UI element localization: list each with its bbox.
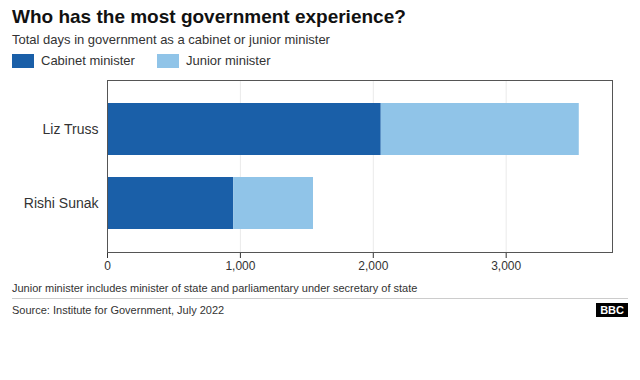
html-text:Junior minister: Junior minister <box>185 53 271 68</box>
svg-text:3,000: 3,000 <box>491 259 521 273</box>
svg-text:2,000: 2,000 <box>358 259 388 273</box>
svg-text:Rishi Sunak: Rishi Sunak <box>24 195 100 211</box>
svg-text:0: 0 <box>104 259 111 273</box>
html-text:Junior minister includes minis: Junior minister includes minister of sta… <box>12 282 418 294</box>
svg-text:1,000: 1,000 <box>225 259 255 273</box>
html-text:Who has the most government ex: Who has the most government experience? <box>12 6 406 27</box>
html-text:Cabinet minister: Cabinet minister <box>41 53 135 68</box>
html-text:Source: Institute for Governme: Source: Institute for Government, July 2… <box>12 304 225 316</box>
html-text:BBC: BBC <box>600 304 624 316</box>
html-text:Total days in government as a: Total days in government as a cabinet or… <box>12 32 330 47</box>
svg-text:Liz Truss: Liz Truss <box>42 121 98 137</box>
